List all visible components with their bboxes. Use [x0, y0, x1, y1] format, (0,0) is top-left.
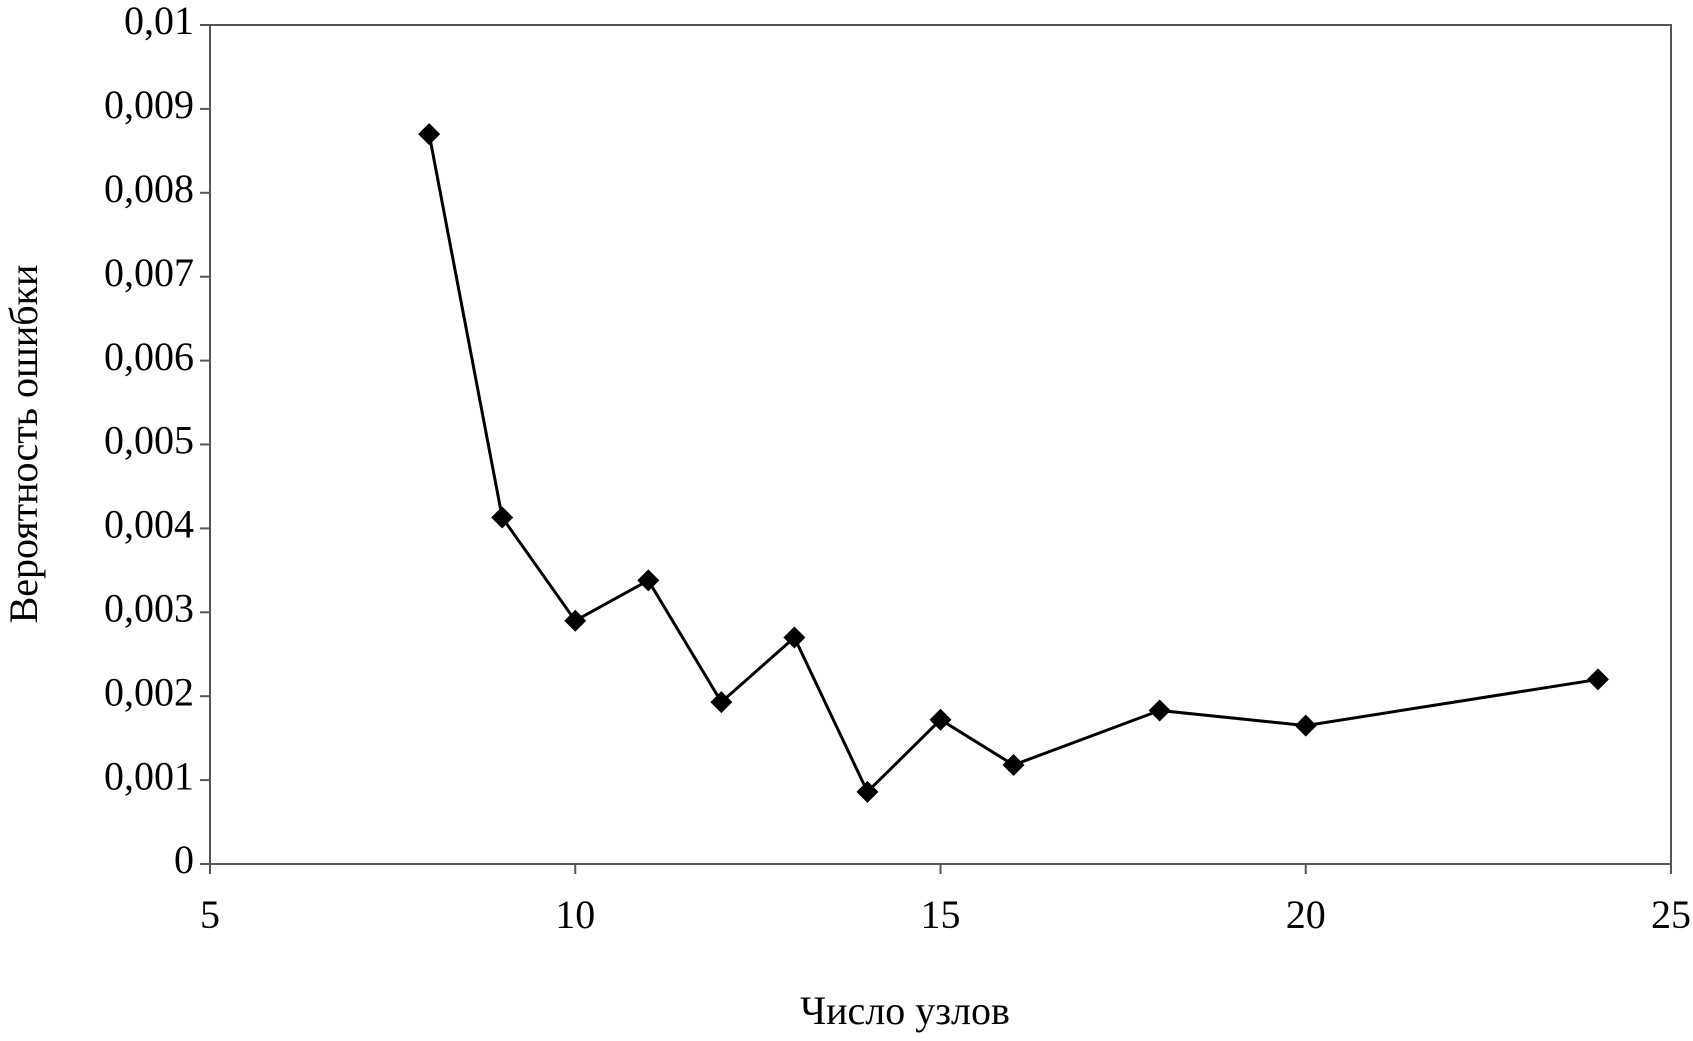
y-tick-label: 0,008	[104, 166, 194, 211]
y-tick-label: 0,003	[104, 585, 194, 630]
x-tick-label: 5	[200, 892, 220, 937]
y-tick-label: 0,007	[104, 250, 194, 295]
marker	[1002, 753, 1025, 776]
marker	[1586, 668, 1609, 691]
y-tick-label: 0,006	[104, 334, 194, 379]
y-tick-label: 0,001	[104, 753, 194, 798]
marker	[637, 569, 660, 592]
x-tick-label: 25	[1651, 892, 1691, 937]
marker	[929, 708, 952, 731]
marker	[1294, 714, 1317, 737]
x-tick-label: 15	[921, 892, 961, 937]
x-tick-label: 10	[555, 892, 595, 937]
y-tick-label: 0,002	[104, 669, 194, 714]
y-tick-label: 0,01	[124, 0, 194, 43]
marker	[710, 691, 733, 714]
marker	[856, 780, 879, 803]
marker	[418, 123, 441, 146]
y-tick-label: 0,009	[104, 82, 194, 127]
y-tick-label: 0,004	[104, 502, 194, 547]
series-line	[427, 133, 1599, 795]
y-tick-label: 0	[174, 837, 194, 882]
marker	[491, 506, 514, 529]
y-tick-label: 0,005	[104, 418, 194, 463]
marker	[783, 626, 806, 649]
x-tick-label: 20	[1286, 892, 1326, 937]
marker	[564, 609, 587, 632]
x-axis-label: Число узлов	[800, 988, 1010, 1033]
y-axis-label: Вероятность ошибки	[1, 265, 46, 624]
marker	[1148, 699, 1171, 722]
plot-frame	[209, 24, 1672, 865]
